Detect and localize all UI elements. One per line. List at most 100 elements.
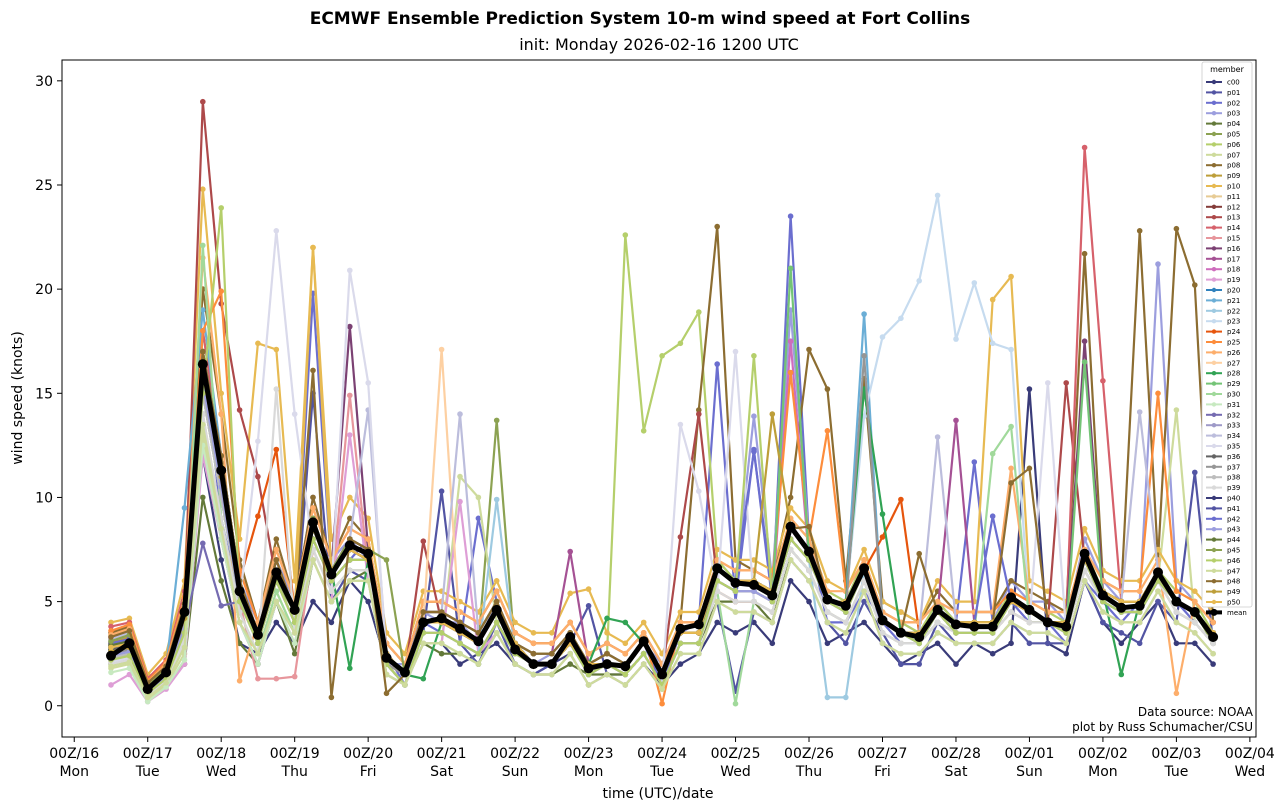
legend-label-p24: p24 (1227, 328, 1241, 336)
x-tick-label: 00Z/19 (270, 746, 320, 762)
point-p08 (1081, 250, 1088, 257)
point-mean (1171, 596, 1182, 607)
point-mean (693, 619, 704, 630)
point-p48 (916, 550, 922, 557)
point-mean (124, 638, 135, 649)
point-c00 (934, 640, 941, 647)
point-p50 (310, 244, 316, 251)
point-p10 (677, 609, 684, 615)
point-p47 (1136, 619, 1143, 626)
point-p14 (108, 623, 114, 630)
point-p10 (200, 186, 206, 192)
point-p06 (696, 309, 702, 315)
point-p42 (989, 513, 996, 519)
point-p26 (365, 536, 372, 542)
point-p10 (402, 650, 408, 657)
point-p48 (530, 650, 537, 657)
point-p47 (898, 650, 904, 657)
data-source-annotation: Data source: NOAA (1138, 705, 1254, 719)
point-p47 (163, 680, 169, 686)
legend-label-p01: p01 (1227, 89, 1240, 97)
point-p22 (824, 694, 831, 701)
point-p24 (898, 496, 904, 503)
point-p10 (714, 546, 720, 553)
point-p31 (108, 669, 114, 676)
legend-label-p14: p14 (1227, 224, 1241, 232)
point-p19 (108, 682, 114, 688)
point-p47 (622, 682, 629, 688)
x-tick-day-label: Mon (59, 764, 89, 780)
mean-layer (106, 359, 1219, 695)
point-p48 (200, 348, 206, 355)
legend-label-p30: p30 (1227, 391, 1240, 399)
point-p47 (1008, 619, 1014, 626)
y-axis: 0 5 10 15 20 25 30 (35, 74, 62, 715)
credit-annotation: plot by Russ Schumacher/CSU (1072, 720, 1253, 734)
series-line-p15 (110, 392, 1214, 697)
point-p25 (824, 428, 831, 434)
point-p47 (934, 630, 941, 636)
point-p10 (1192, 588, 1198, 594)
point-p35 (365, 380, 372, 386)
x-tick-label: 00Z/23 (564, 746, 614, 762)
legend-label-p48: p48 (1227, 578, 1240, 586)
legend-label-p17: p17 (1227, 255, 1240, 263)
x-tick-day-label: Wed (1235, 764, 1266, 780)
point-c00 (1008, 640, 1014, 647)
point-p46 (677, 640, 684, 647)
point-p13 (236, 407, 243, 413)
point-c00 (1192, 640, 1198, 647)
point-p10 (347, 494, 353, 501)
point-p16 (1081, 338, 1088, 345)
point-mean (951, 619, 961, 630)
legend-marker-p16 (1211, 246, 1217, 251)
point-p10 (549, 630, 555, 636)
legend-label-p40: p40 (1227, 495, 1240, 503)
legend-label-p36: p36 (1227, 453, 1241, 461)
point-p39 (806, 567, 812, 574)
y-tick-label: 10 (35, 490, 53, 506)
point-c00 (806, 598, 812, 605)
point-p45 (383, 557, 390, 563)
legend-label-p19: p19 (1227, 276, 1240, 284)
point-p01 (1155, 598, 1161, 605)
point-p14 (1100, 378, 1106, 384)
point-p47 (787, 557, 794, 563)
legend-marker-p38 (1211, 475, 1217, 480)
point-p48 (1026, 465, 1033, 472)
point-c00 (365, 598, 372, 605)
legend-marker-p44 (1211, 537, 1217, 542)
point-p28 (622, 619, 629, 626)
legend-marker-p26 (1211, 350, 1217, 355)
point-p18 (787, 338, 794, 345)
point-mean (1061, 621, 1072, 632)
legend-marker-p50 (1211, 599, 1217, 605)
point-mean (804, 546, 814, 557)
point-p47 (236, 619, 243, 626)
legend-marker-p20 (1211, 287, 1217, 293)
point-p39 (898, 640, 904, 647)
point-p23 (989, 340, 996, 347)
point-p04 (291, 650, 298, 657)
point-p47 (420, 640, 427, 647)
point-p15 (255, 675, 261, 682)
point-p01 (843, 640, 849, 647)
point-p39 (843, 619, 849, 626)
point-p15 (273, 675, 280, 682)
point-p23 (953, 336, 959, 342)
legend-marker-p04 (1211, 121, 1217, 126)
point-p47 (971, 640, 978, 647)
point-p26 (218, 411, 224, 417)
point-p26 (567, 619, 573, 626)
x-tick-label: 00Z/21 (417, 746, 467, 762)
legend-label-p15: p15 (1227, 235, 1240, 243)
point-c00 (493, 640, 500, 647)
legend-label-p32: p32 (1227, 411, 1240, 419)
point-p26 (640, 630, 647, 636)
point-p26 (273, 546, 280, 553)
point-p48 (273, 557, 280, 563)
point-p21 (181, 505, 188, 511)
point-p26 (604, 640, 610, 647)
point-p47 (402, 682, 408, 688)
legend-marker-p37 (1211, 464, 1217, 469)
